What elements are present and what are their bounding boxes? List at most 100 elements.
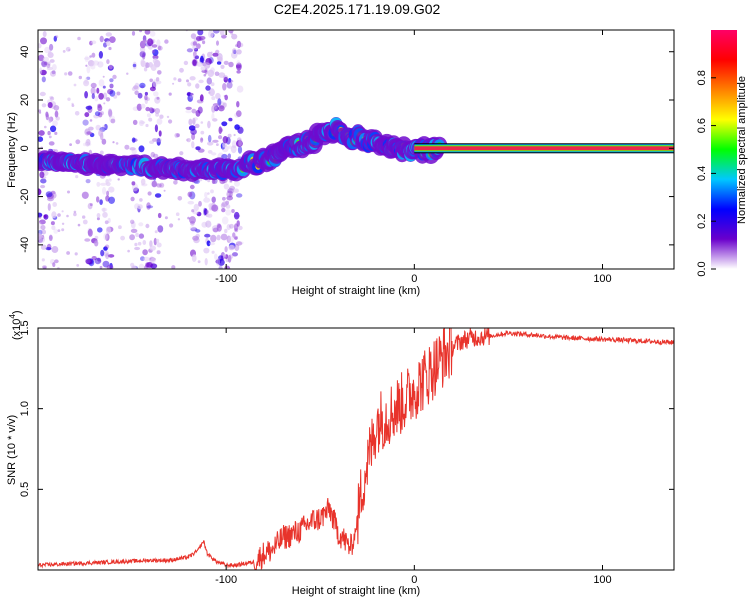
noise-speckle xyxy=(89,55,92,58)
noise-speckle xyxy=(98,92,104,100)
noise-speckle xyxy=(232,187,236,194)
noise-speckle xyxy=(154,124,158,133)
noise-speckle xyxy=(236,60,241,66)
noise-speckle xyxy=(169,223,174,228)
noise-speckle xyxy=(205,85,211,91)
noise-speckle xyxy=(190,33,197,39)
noise-speckle xyxy=(223,75,229,81)
noise-speckle xyxy=(207,179,211,183)
noise-speckle xyxy=(48,141,55,146)
noise-speckle xyxy=(138,263,145,269)
noise-speckle xyxy=(42,265,47,269)
noise-speckle xyxy=(50,96,55,101)
noise-speckle xyxy=(150,257,156,263)
noise-speckle xyxy=(158,130,162,137)
noise-speckle xyxy=(143,256,150,262)
noise-speckle xyxy=(221,121,228,127)
noise-speckle xyxy=(146,97,150,101)
noise-speckle xyxy=(195,146,201,151)
noise-speckle xyxy=(102,85,106,89)
noise-speckle xyxy=(204,233,211,238)
noise-speckle xyxy=(164,39,169,44)
noise-speckle xyxy=(211,112,215,121)
noise-speckle xyxy=(107,254,115,258)
noise-speckle xyxy=(238,42,244,48)
noise-speckle xyxy=(139,82,146,89)
noise-speckle xyxy=(105,40,111,47)
noise-speckle xyxy=(229,185,235,191)
noise-speckle xyxy=(100,111,104,116)
noise-speckle xyxy=(156,39,161,47)
noise-speckle xyxy=(210,51,213,54)
noise-speckle xyxy=(200,130,205,135)
noise-speckle xyxy=(82,219,88,225)
noise-speckle xyxy=(146,202,151,210)
noise-speckle xyxy=(237,146,243,154)
noise-speckle xyxy=(109,90,116,97)
noise-speckle xyxy=(225,258,230,263)
noise-speckle xyxy=(120,235,125,241)
noise-speckle xyxy=(55,116,60,121)
y-tick-label: 1.0 xyxy=(19,401,31,416)
noise-speckle xyxy=(205,210,210,214)
noise-speckle xyxy=(203,207,207,216)
noise-speckle xyxy=(124,144,130,150)
noise-speckle xyxy=(211,250,215,254)
noise-speckle xyxy=(83,80,89,84)
noise-speckle xyxy=(47,102,53,109)
noise-speckle xyxy=(102,125,106,130)
noise-speckle xyxy=(231,209,235,213)
noise-speckle xyxy=(139,30,143,33)
noise-speckle xyxy=(195,233,200,239)
noise-speckle xyxy=(208,88,215,97)
noise-speckle xyxy=(104,220,109,225)
noise-speckle xyxy=(109,78,114,83)
noise-speckle xyxy=(153,91,159,97)
noise-speckle xyxy=(223,95,226,97)
noise-speckle xyxy=(228,254,234,259)
noise-speckle xyxy=(188,118,193,126)
noise-speckle xyxy=(156,183,162,188)
noise-speckle xyxy=(146,262,154,268)
noise-speckle xyxy=(85,139,90,147)
noise-speckle xyxy=(142,249,148,256)
noise-speckle xyxy=(47,130,51,136)
noise-speckle xyxy=(227,188,235,194)
noise-speckle xyxy=(52,64,57,71)
noise-speckle xyxy=(87,228,93,237)
noise-speckle xyxy=(191,108,197,114)
noise-speckle xyxy=(230,31,234,35)
noise-speckle xyxy=(224,228,228,234)
noise-speckle xyxy=(172,82,175,85)
noise-speckle xyxy=(97,61,104,68)
y-tick-label: 1.5 xyxy=(19,320,31,335)
noise-speckle xyxy=(229,180,233,183)
noise-speckle xyxy=(195,83,200,89)
noise-speckle xyxy=(44,46,50,54)
noise-speckle xyxy=(134,242,138,247)
noise-speckle xyxy=(48,234,53,241)
colorbar-ticks: 0.0 0.2 0.4 0.6 0.8 xyxy=(696,70,716,277)
noise-speckle xyxy=(96,196,100,203)
noise-speckle xyxy=(192,59,197,66)
noise-speckle xyxy=(109,115,116,123)
noise-speckle xyxy=(139,46,146,53)
noise-speckle xyxy=(222,102,227,108)
noise-speckle xyxy=(213,105,219,112)
noise-speckle xyxy=(179,151,184,156)
noise-speckle xyxy=(225,200,230,205)
noise-speckle xyxy=(208,30,214,38)
noise-speckle xyxy=(207,120,211,129)
noise-speckle xyxy=(48,135,52,139)
noise-speckle xyxy=(85,105,93,110)
noise-speckle xyxy=(137,105,142,110)
noise-speckle xyxy=(234,124,240,130)
noise-speckle xyxy=(226,224,231,231)
noise-speckle xyxy=(210,234,217,243)
noise-speckle xyxy=(113,94,118,99)
noise-speckle xyxy=(129,147,136,151)
noise-speckle xyxy=(45,111,49,118)
noise-speckle xyxy=(216,234,221,241)
noise-speckle xyxy=(194,55,199,60)
